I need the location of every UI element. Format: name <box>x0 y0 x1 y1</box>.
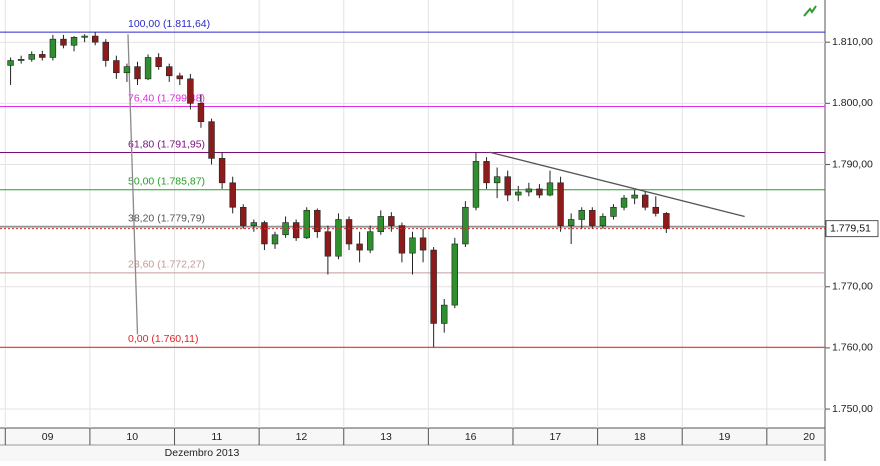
y-tick-label: 1.800,00 <box>832 97 873 109</box>
candle-body <box>631 194 638 199</box>
candle-body <box>388 216 395 226</box>
candle-body <box>652 206 659 214</box>
candle-body <box>567 219 575 226</box>
candle-body <box>113 60 120 74</box>
candle-body <box>17 59 25 61</box>
candle-body <box>187 78 194 104</box>
candle-body <box>60 38 67 46</box>
candle-body <box>197 103 205 122</box>
candle-body <box>515 191 522 196</box>
candle-body <box>610 206 617 217</box>
price-label: 1.779,51 <box>830 222 871 234</box>
candle-body <box>493 176 501 184</box>
candle-body <box>91 35 99 43</box>
candle-body <box>366 231 374 251</box>
candle-body <box>176 75 184 80</box>
x-tick-label: 13 <box>380 431 392 443</box>
candle-body <box>271 234 279 245</box>
candle-body <box>49 38 57 58</box>
fib-label: 38,20 (1.779,79) <box>128 213 205 225</box>
candle-body <box>589 210 596 226</box>
candle-body <box>303 210 310 239</box>
candle-body <box>430 249 437 324</box>
status-icon[interactable] <box>800 3 818 19</box>
candle-body <box>166 66 173 77</box>
candle-body <box>663 213 670 229</box>
candle-body <box>261 222 268 245</box>
candle-body <box>250 222 258 226</box>
trend-line <box>489 151 745 218</box>
candle-body <box>324 231 332 257</box>
fib-label: 76,40 (1.799,48) <box>128 92 205 104</box>
x-tick-label: 16 <box>465 431 477 443</box>
candle-body <box>356 243 363 251</box>
candle-body <box>39 54 46 58</box>
candle-body <box>123 66 131 74</box>
y-tick-label: 1.810,00 <box>832 36 873 48</box>
candle-body <box>472 161 480 208</box>
fib-label: 100,00 (1.811,64) <box>128 18 210 30</box>
plot-area <box>0 0 825 428</box>
candle-body <box>218 158 226 184</box>
candle-body <box>208 121 215 159</box>
candle-body <box>441 304 448 324</box>
candle-body <box>335 219 342 257</box>
candle-body <box>419 237 427 251</box>
trend-line <box>127 34 139 335</box>
candle-body <box>578 210 585 220</box>
candle-body <box>599 216 607 226</box>
fib-label: 23,60 (1.772,27) <box>128 259 205 271</box>
candle-body <box>240 206 247 226</box>
candle-body <box>81 35 88 38</box>
candle-body <box>557 182 564 226</box>
x-tick-label: 17 <box>549 431 561 443</box>
candle-body <box>144 57 152 80</box>
x-tick-label: 18 <box>634 431 646 443</box>
candle-body <box>462 206 469 245</box>
candle-body <box>641 194 649 208</box>
y-tick-label: 1.750,00 <box>832 403 873 415</box>
candle-body <box>155 57 162 67</box>
candle-body <box>536 188 543 196</box>
x-tick-label: 12 <box>296 431 308 443</box>
fib-label: 50,00 (1.785,87) <box>128 176 205 188</box>
y-tick-label: 1.770,00 <box>832 281 873 293</box>
y-tick-label: 1.790,00 <box>832 158 873 170</box>
candle-body <box>292 222 300 239</box>
candle-body <box>451 243 459 306</box>
x-tick-label: 10 <box>126 431 138 443</box>
candle-body <box>398 225 406 254</box>
y-tick-label: 1.760,00 <box>832 342 873 354</box>
candle-body <box>409 237 416 254</box>
candle-body <box>314 210 321 233</box>
candle-body <box>525 188 533 193</box>
x-tick-label: 19 <box>719 431 731 443</box>
x-tick-label: 11 <box>211 431 222 443</box>
candle-body <box>134 66 141 80</box>
candle-body <box>377 216 384 233</box>
fib-label: 61,80 (1.791,95) <box>128 138 205 150</box>
x-group-label: Dezembro 2013 <box>165 447 240 459</box>
candle-body <box>7 60 14 66</box>
candle-body <box>483 161 490 184</box>
candle-body <box>28 54 35 60</box>
candle-body <box>229 182 236 208</box>
candle-body <box>345 219 353 245</box>
candle-body <box>620 197 628 208</box>
candle-body <box>70 36 78 46</box>
price-label-box <box>825 220 879 238</box>
x-tick-label: 20 <box>803 431 815 443</box>
icon-arrow <box>803 5 817 17</box>
candle-body <box>546 182 554 196</box>
candle-body <box>504 176 511 196</box>
fib-label: 0,00 (1.760,11) <box>128 333 198 345</box>
x-tick-label: 09 <box>42 431 54 443</box>
candle-body <box>102 41 109 61</box>
